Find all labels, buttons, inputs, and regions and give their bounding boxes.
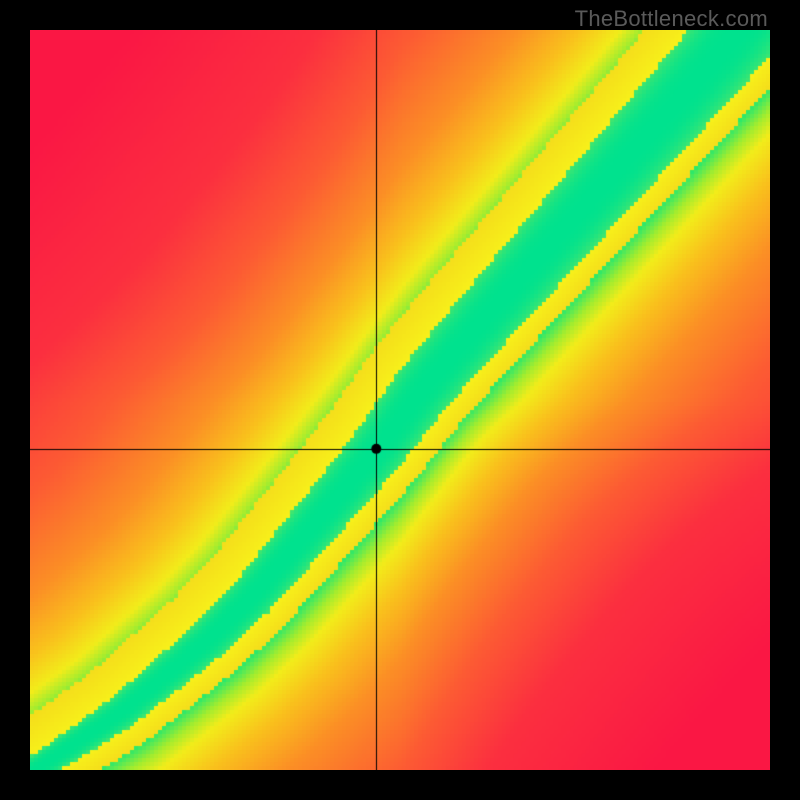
- watermark-text: TheBottleneck.com: [575, 6, 768, 32]
- heatmap-plot: [30, 30, 770, 770]
- heatmap-canvas: [30, 30, 770, 770]
